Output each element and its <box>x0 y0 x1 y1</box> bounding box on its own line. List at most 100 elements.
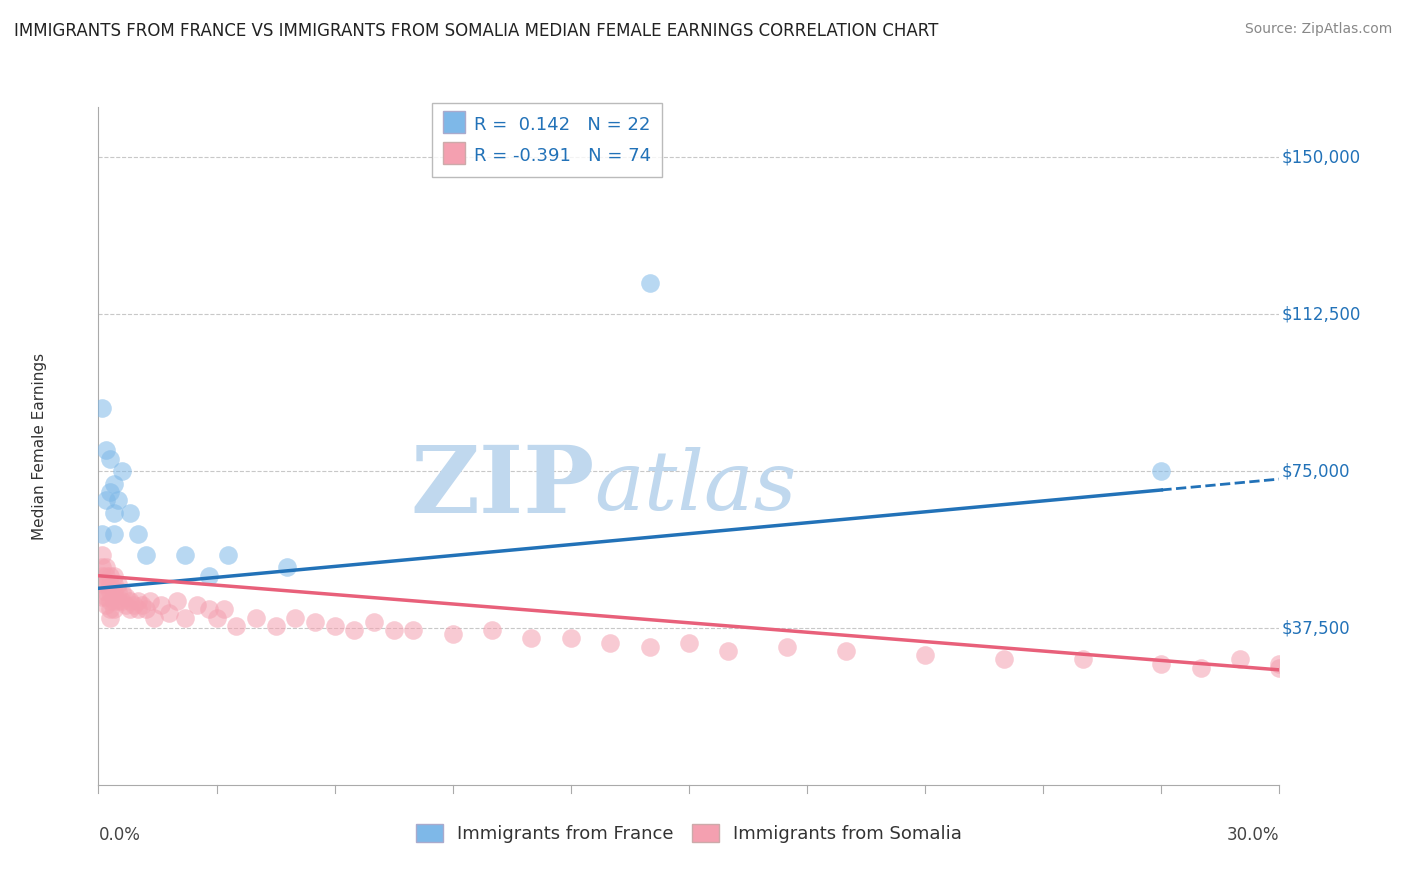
Point <box>115 598 138 612</box>
Point <box>142 610 165 624</box>
Point <box>638 276 661 290</box>
Point <box>96 598 118 612</box>
Point <box>91 560 114 574</box>
Point <box>197 602 219 616</box>
Text: $37,500: $37,500 <box>1282 619 1350 637</box>
Point <box>91 577 114 591</box>
Point <box>107 585 129 599</box>
Point <box>441 627 464 641</box>
Point <box>98 594 121 608</box>
Point <box>98 568 121 582</box>
Point <box>91 401 114 416</box>
Point <box>678 635 700 649</box>
Point <box>304 615 326 629</box>
Point <box>1268 657 1291 671</box>
Point <box>96 493 118 508</box>
Point <box>205 610 228 624</box>
Point <box>382 623 405 637</box>
Point <box>245 610 267 624</box>
Point <box>138 594 160 608</box>
Point <box>186 598 208 612</box>
Point <box>217 548 239 562</box>
Point <box>115 590 138 604</box>
Point <box>717 644 740 658</box>
Point <box>560 632 582 646</box>
Text: $112,500: $112,500 <box>1282 305 1361 323</box>
Point <box>103 594 125 608</box>
Point <box>96 590 118 604</box>
Point <box>284 610 307 624</box>
Point <box>103 602 125 616</box>
Text: atlas: atlas <box>595 447 797 526</box>
Point <box>98 451 121 466</box>
Point <box>107 594 129 608</box>
Point <box>638 640 661 654</box>
Point <box>1150 464 1173 478</box>
Point <box>481 623 503 637</box>
Point <box>1189 661 1212 675</box>
Point <box>520 632 543 646</box>
Legend: Immigrants from France, Immigrants from Somalia: Immigrants from France, Immigrants from … <box>409 817 969 850</box>
Point <box>96 585 118 599</box>
Point <box>98 577 121 591</box>
Point <box>111 585 134 599</box>
Point <box>323 619 346 633</box>
Point <box>111 594 134 608</box>
Point <box>363 615 385 629</box>
Point <box>1071 652 1094 666</box>
Point <box>98 585 121 599</box>
Point <box>107 493 129 508</box>
Point <box>276 560 298 574</box>
Point <box>118 602 141 616</box>
Point <box>1150 657 1173 671</box>
Point <box>1229 652 1251 666</box>
Text: Median Female Earnings: Median Female Earnings <box>32 352 46 540</box>
Point <box>599 635 621 649</box>
Text: IMMIGRANTS FROM FRANCE VS IMMIGRANTS FROM SOMALIA MEDIAN FEMALE EARNINGS CORRELA: IMMIGRANTS FROM FRANCE VS IMMIGRANTS FRO… <box>14 22 938 40</box>
Point <box>98 610 121 624</box>
Text: 0.0%: 0.0% <box>98 826 141 844</box>
Point <box>118 594 141 608</box>
Point <box>103 506 125 520</box>
Point <box>127 594 149 608</box>
Point <box>264 619 287 633</box>
Point <box>91 568 114 582</box>
Point <box>166 594 188 608</box>
Point <box>914 648 936 663</box>
Point <box>135 548 157 562</box>
Point <box>776 640 799 654</box>
Point <box>1268 661 1291 675</box>
Point <box>197 568 219 582</box>
Point <box>135 602 157 616</box>
Point <box>127 602 149 616</box>
Point <box>103 585 125 599</box>
Point <box>96 568 118 582</box>
Point <box>91 548 114 562</box>
Text: 30.0%: 30.0% <box>1227 826 1279 844</box>
Point <box>402 623 425 637</box>
Point <box>98 602 121 616</box>
Text: $150,000: $150,000 <box>1282 148 1361 166</box>
Point <box>98 485 121 500</box>
Point <box>343 623 366 637</box>
Point <box>225 619 247 633</box>
Text: ZIP: ZIP <box>411 442 595 532</box>
Point <box>214 602 236 616</box>
Text: $75,000: $75,000 <box>1282 462 1350 480</box>
Point <box>174 610 197 624</box>
Point <box>122 598 145 612</box>
Point <box>118 506 141 520</box>
Point <box>91 527 114 541</box>
Point <box>103 577 125 591</box>
Point <box>103 527 125 541</box>
Point <box>131 598 153 612</box>
Point <box>157 607 180 621</box>
Point <box>96 560 118 574</box>
Point <box>111 464 134 478</box>
Point <box>91 590 114 604</box>
Point <box>103 568 125 582</box>
Text: Source: ZipAtlas.com: Source: ZipAtlas.com <box>1244 22 1392 37</box>
Point <box>835 644 858 658</box>
Point <box>107 577 129 591</box>
Point <box>103 476 125 491</box>
